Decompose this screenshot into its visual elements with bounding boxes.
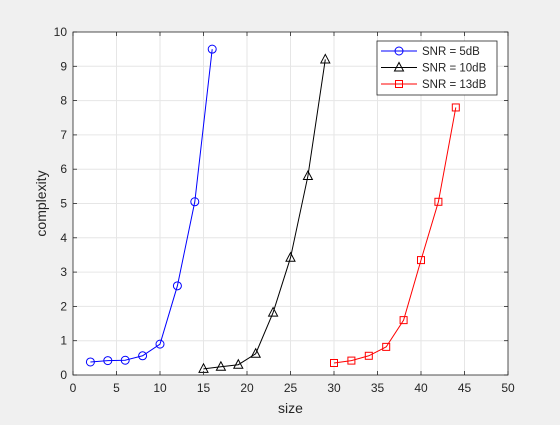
x-tick-label: 25 <box>284 381 298 395</box>
y-tick-label: 4 <box>60 231 67 245</box>
y-tick-label: 1 <box>60 334 67 348</box>
x-tick-label: 10 <box>153 381 167 395</box>
data-point <box>302 169 314 181</box>
x-tick-label: 50 <box>501 381 515 395</box>
data-point <box>190 197 200 207</box>
data-point <box>172 281 182 291</box>
data-point <box>85 357 95 367</box>
legend-item: SNR = 5dB <box>381 46 480 58</box>
data-point <box>103 356 113 366</box>
x-axis-ticks: 0 5 10 15 20 25 30 35 40 45 50 <box>70 32 515 395</box>
y-tick-label: 9 <box>60 59 67 73</box>
legend-item: SNR = 13dB <box>381 79 487 91</box>
x-tick-label: 40 <box>414 381 428 395</box>
legend-item: SNR = 10dB <box>381 61 487 75</box>
y-tick-label: 2 <box>60 299 67 313</box>
legend-marker <box>395 80 403 88</box>
x-tick-label: 35 <box>371 381 385 395</box>
series-1 <box>85 44 217 367</box>
data-point <box>399 316 408 325</box>
data-point <box>330 358 338 367</box>
x-axis-label: size <box>278 400 303 416</box>
data-point <box>267 306 279 317</box>
x-tick-label: 45 <box>458 381 472 395</box>
data-point <box>155 339 165 349</box>
x-tick-label: 30 <box>327 381 341 395</box>
y-tick-label: 0 <box>60 368 67 382</box>
x-tick-label: 15 <box>197 381 211 395</box>
series-3 <box>330 103 460 367</box>
y-tick-label: 10 <box>54 25 68 39</box>
data-point <box>138 351 148 361</box>
y-tick-label: 8 <box>60 94 67 108</box>
data-point <box>250 347 262 358</box>
data-point <box>347 356 356 365</box>
series-line <box>333 107 457 364</box>
data-point <box>207 44 217 54</box>
legend-label: SNR = 10dB <box>422 63 487 75</box>
data-point <box>232 358 244 369</box>
y-tick-label: 3 <box>60 265 67 279</box>
x-tick-label: 0 <box>70 381 77 395</box>
x-tick-label: 5 <box>113 381 120 395</box>
data-point <box>434 197 443 206</box>
x-tick-label: 20 <box>240 381 254 395</box>
series-2 <box>198 53 331 373</box>
y-tick-label: 5 <box>60 197 67 211</box>
series-line <box>90 49 213 363</box>
legend-label: SNR = 13dB <box>422 79 487 91</box>
data-point <box>451 103 460 112</box>
data-point <box>417 256 425 265</box>
data-point <box>215 360 227 371</box>
y-tick-label: 7 <box>60 128 67 142</box>
data-point <box>382 342 391 351</box>
data-point <box>120 355 130 365</box>
data-point <box>364 351 373 360</box>
data-point <box>285 251 296 262</box>
legend: SNR = 5dB SNR = 10dB SNR = 13dB <box>376 40 498 96</box>
y-axis-ticks: 0 1 2 3 4 5 6 7 8 9 10 <box>54 25 508 382</box>
series-layer <box>85 44 460 373</box>
legend-label: SNR = 5dB <box>422 46 480 58</box>
y-axis-label: complexity <box>33 170 49 236</box>
y-tick-label: 6 <box>60 162 67 176</box>
legend-marker <box>394 46 404 56</box>
legend-marker <box>393 61 405 72</box>
data-point <box>319 53 331 64</box>
